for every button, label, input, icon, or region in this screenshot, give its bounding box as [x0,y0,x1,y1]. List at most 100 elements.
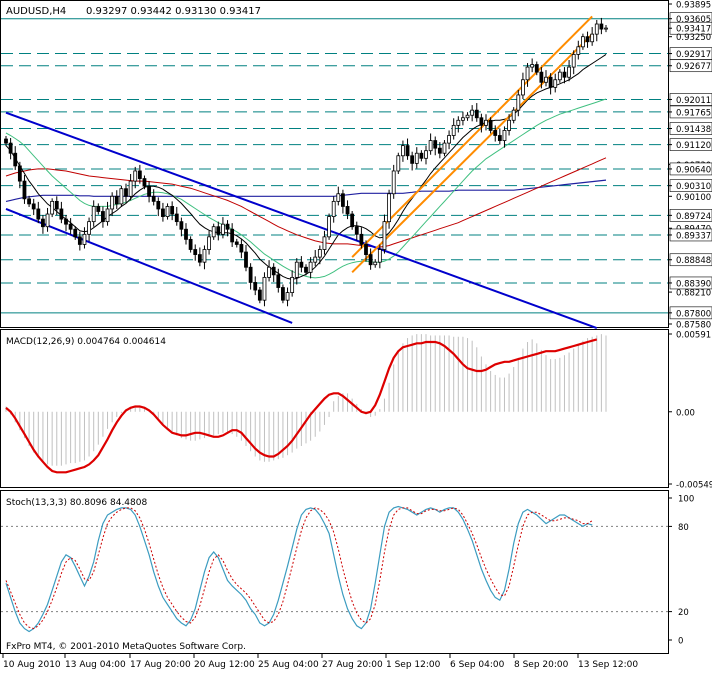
candle-body [78,237,81,245]
candle-body [92,206,95,221]
candle-body [148,186,151,196]
candle-body [466,115,469,118]
candle-body [365,244,368,254]
candle-body [55,201,58,209]
candle-body [111,196,114,209]
price-tick-label: 0.93895 [676,1,711,11]
candle-body [577,47,580,55]
candle-body [429,141,432,151]
candle-body [166,206,169,216]
candle-body [295,262,298,277]
candle-body [161,209,164,217]
candle-body [28,199,31,204]
candle-body [41,219,44,227]
stochastic-tick-label: 100 [678,495,694,505]
candle-body [457,120,460,125]
candle-body [572,54,575,67]
candle-body [226,224,229,229]
stochastic-tick-label: 80 [678,523,689,533]
candle-body [5,139,8,143]
candle-body [535,65,538,73]
candle-body [69,224,72,229]
candle-body [318,250,321,258]
candle-body [263,277,266,300]
price-tick-label: 0.89724 [676,212,711,222]
candle-body [526,67,529,80]
candle-body [351,214,354,227]
candle-body [443,143,446,153]
price-axis: 0.938950.936050.934170.932500.929170.926… [668,1,712,331]
candle-body [494,130,497,135]
candle-body [60,209,63,219]
candle-body [471,110,474,115]
candle-body [512,110,515,120]
candle-body [508,120,511,130]
candle-body [406,146,409,156]
price-tick-label: 0.91120 [676,141,711,151]
candle-body [545,77,548,82]
candle-body [185,229,188,239]
candle-body [323,237,326,250]
candle-body [521,80,524,95]
candle-body [32,204,35,209]
candle-body [272,267,275,275]
candle-body [568,67,571,77]
candle-body [554,80,557,88]
candle-body [14,153,17,166]
candle-body [438,148,441,153]
candle-body [106,209,109,222]
candle-body [189,239,192,249]
candle-body [461,118,464,121]
candle-body [401,146,404,156]
candle-body [586,37,589,42]
candle-body [300,262,303,267]
macd-tick-label: 0.00591 [676,331,711,341]
candle-body [383,222,386,250]
candle-body [129,181,132,196]
candle-body [231,229,234,242]
candle-body [420,153,423,158]
candle-body [360,234,363,244]
candle-body [194,250,197,255]
candle-body [452,125,455,135]
price-tick-label: 0.88848 [676,256,711,266]
candle-body [341,194,344,207]
candle-body [171,206,174,214]
candle-body [157,201,160,209]
candle-body [415,153,418,163]
candle-body [337,194,340,202]
candle-body [208,237,211,250]
candle-body [563,72,566,77]
price-tick-label: 0.87800 [676,309,711,319]
candle-body [258,290,261,300]
candle-body [332,201,335,216]
candle-body [600,24,603,29]
time-tick-label: 13 Aug 04:00 [65,660,126,670]
candle-body [120,189,123,204]
price-tick-label: 0.91438 [676,125,711,135]
candle-body [314,257,317,262]
candle-body [143,179,146,187]
candle-body [217,227,220,235]
price-tick-label: 0.89337 [676,231,711,241]
time-tick-label: 8 Sep 20:00 [514,660,569,670]
candle-body [138,171,141,179]
candle-body [180,222,183,230]
candle-body [37,209,40,219]
candle-body [328,217,331,237]
macd-tick-label: 0.00 [676,408,695,418]
stochastic-title: Stoch(13,3,3) 80.8096 84.4808 [6,498,147,508]
stochastic-tick-label: 20 [678,608,689,618]
candle-body [101,212,104,222]
candle-body [198,255,201,263]
ohlc-label: 0.93297 0.93442 0.93130 0.93417 [86,6,261,17]
candle-body [595,24,598,34]
candle-body [175,214,178,222]
time-tick-label: 27 Aug 20:00 [322,660,383,670]
price-tick-label: 0.91765 [676,108,711,118]
candle-body [97,206,100,211]
candle-body [355,227,358,235]
time-tick-label: 17 Aug 20:00 [130,660,191,670]
price-tick-label: 0.90640 [676,165,711,175]
